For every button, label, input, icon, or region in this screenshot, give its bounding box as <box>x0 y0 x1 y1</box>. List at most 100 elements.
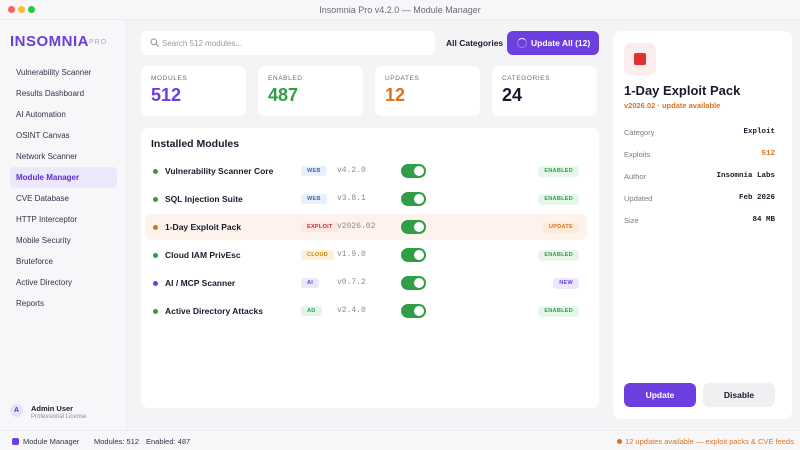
detail-field: Category Exploit <box>624 128 775 140</box>
update-notice-dot-icon <box>617 439 622 444</box>
update-all-button[interactable]: Update All (12) <box>507 31 599 55</box>
title-bar: Insomnia Pro v4.2.0 — Module Manager <box>0 0 800 20</box>
status-modules-count: Modules: 512 <box>94 437 140 446</box>
stat-value: 512 <box>151 85 182 105</box>
category-tag: WEB <box>301 194 327 204</box>
sidebar-item-vulnerability-scanner[interactable]: Vulnerability Scanner <box>16 68 92 77</box>
user-name: Admin User <box>31 404 74 413</box>
category-tag: CLOUD <box>301 250 335 260</box>
sidebar-item-reports[interactable]: Reports <box>16 299 45 308</box>
field-value: Feb 2026 <box>738 194 775 202</box>
enable-toggle[interactable] <box>401 248 426 262</box>
status-dot-icon <box>153 225 158 230</box>
red-square-icon <box>624 43 656 75</box>
toggle-knob <box>414 222 424 232</box>
detail-field: Updated Feb 2026 <box>624 194 775 206</box>
sidebar-item-http-interceptor[interactable]: HTTP Interceptor <box>16 215 78 224</box>
field-label: Updated <box>624 194 653 203</box>
enable-toggle[interactable] <box>401 220 426 234</box>
module-name: Cloud IAM PrivEsc <box>165 250 241 260</box>
status-badge: ENABLED <box>538 194 579 205</box>
module-row[interactable]: AI / MCP Scanner AI v0.7.2 NEW <box>145 270 587 296</box>
category-tag: AI <box>301 278 320 288</box>
module-version: v4.2.0 <box>337 166 366 175</box>
category-tag: WEB <box>301 166 327 176</box>
maximize-window-button[interactable] <box>28 6 35 13</box>
stat-value: 24 <box>502 85 523 105</box>
toggle-knob <box>414 194 424 204</box>
module-version: v2.4.0 <box>337 306 366 315</box>
field-label: Size <box>624 216 639 225</box>
module-name: SQL Injection Suite <box>165 194 243 204</box>
stat-value: 487 <box>268 85 299 105</box>
disable-button[interactable]: Disable <box>703 383 775 407</box>
toggle-knob <box>414 278 424 288</box>
stat-caption: CATEGORIES <box>502 75 551 82</box>
category-filter[interactable]: All Categories <box>446 38 504 48</box>
panel-title: Installed Modules <box>151 138 240 150</box>
status-dot-icon <box>153 197 158 202</box>
status-dot-icon <box>153 309 158 314</box>
enable-toggle[interactable] <box>401 192 426 206</box>
module-manager-icon <box>12 438 19 445</box>
sidebar-item-network-scanner[interactable]: Network Scanner <box>16 152 78 161</box>
module-row[interactable]: Vulnerability Scanner Core WEB v4.2.0 ENABL… <box>145 158 587 184</box>
sidebar-item-module-manager[interactable]: Module Manager <box>10 167 117 188</box>
field-value: 84 MB <box>752 216 775 224</box>
status-bar: Module Manager Modules: 512 Enabled: 487… <box>0 430 800 450</box>
status-dot-icon <box>153 169 158 174</box>
stat-caption: ENABLED <box>268 75 303 82</box>
toggle-knob <box>414 250 424 260</box>
stat-card-categories: CATEGORIES 24 <box>492 66 597 116</box>
module-row[interactable]: 1-Day Exploit Pack EXPLOIT v2026.02 UPDATE <box>145 214 587 240</box>
module-version: v0.7.2 <box>337 278 366 287</box>
field-label: Exploits <box>624 150 651 159</box>
loading-spinner-icon <box>517 38 527 48</box>
enable-toggle[interactable] <box>401 304 426 318</box>
module-name: Active Directory Attacks <box>165 306 263 316</box>
stat-card-enabled: ENABLED 487 <box>258 66 363 116</box>
sidebar-item-ai-automation[interactable]: AI Automation <box>16 110 66 119</box>
module-row[interactable]: SQL Injection Suite WEB v3.8.1 ENABLED <box>145 186 587 212</box>
sidebar-item-cve-database[interactable]: CVE Database <box>16 194 69 203</box>
brand-logo: INSOMNIA <box>10 33 89 50</box>
enable-toggle[interactable] <box>401 164 426 178</box>
module-name: Vulnerability Scanner Core <box>165 166 274 176</box>
stat-caption: UPDATES <box>385 75 420 82</box>
stat-card-modules: MODULES 512 <box>141 66 246 116</box>
detail-field: Author Insomnia Labs <box>624 172 775 184</box>
search-input[interactable] <box>162 35 427 51</box>
module-row[interactable]: Cloud IAM PrivEsc CLOUD v1.9.0 ENABLED <box>145 242 587 268</box>
sidebar-item-active-directory[interactable]: Active Directory <box>16 278 73 287</box>
stat-caption: MODULES <box>151 75 188 82</box>
sidebar-item-bruteforce[interactable]: Bruteforce <box>16 257 53 266</box>
sidebar-item-osint-canvas[interactable]: OSINT Canvas <box>16 131 70 140</box>
detail-field: Size 84 MB <box>624 216 775 228</box>
field-value: Insomnia Labs <box>716 172 775 180</box>
enable-toggle[interactable] <box>401 276 426 290</box>
sidebar-item-mobile-security[interactable]: Mobile Security <box>16 236 71 245</box>
module-name: AI / MCP Scanner <box>165 278 236 288</box>
field-label: Author <box>624 172 647 181</box>
field-label: Category <box>624 128 655 137</box>
sidebar-item-results-dashboard[interactable]: Results Dashboard <box>16 89 85 98</box>
toggle-knob <box>414 306 424 316</box>
module-version: v2026.02 <box>337 222 376 231</box>
module-row[interactable]: Active Directory Attacks AD v2.4.0 ENABLED <box>145 298 587 324</box>
status-dot-icon <box>153 281 158 286</box>
brand-badge: PRO <box>89 39 108 46</box>
search-icon <box>150 38 159 47</box>
status-badge: ENABLED <box>538 306 579 317</box>
module-version: v1.9.0 <box>337 250 366 259</box>
status-dot-icon <box>153 253 158 258</box>
field-value: Exploit <box>743 128 775 136</box>
avatar: A <box>10 404 23 417</box>
update-button[interactable]: Update <box>624 383 696 407</box>
minimize-window-button[interactable] <box>18 6 25 13</box>
close-window-button[interactable] <box>8 6 15 13</box>
detail-subtitle: v2026.02 · update available <box>624 101 721 110</box>
status-badge: UPDATE <box>542 222 579 233</box>
toggle-knob <box>414 166 424 176</box>
module-version: v3.8.1 <box>337 194 366 203</box>
module-name: 1-Day Exploit Pack <box>165 222 242 232</box>
